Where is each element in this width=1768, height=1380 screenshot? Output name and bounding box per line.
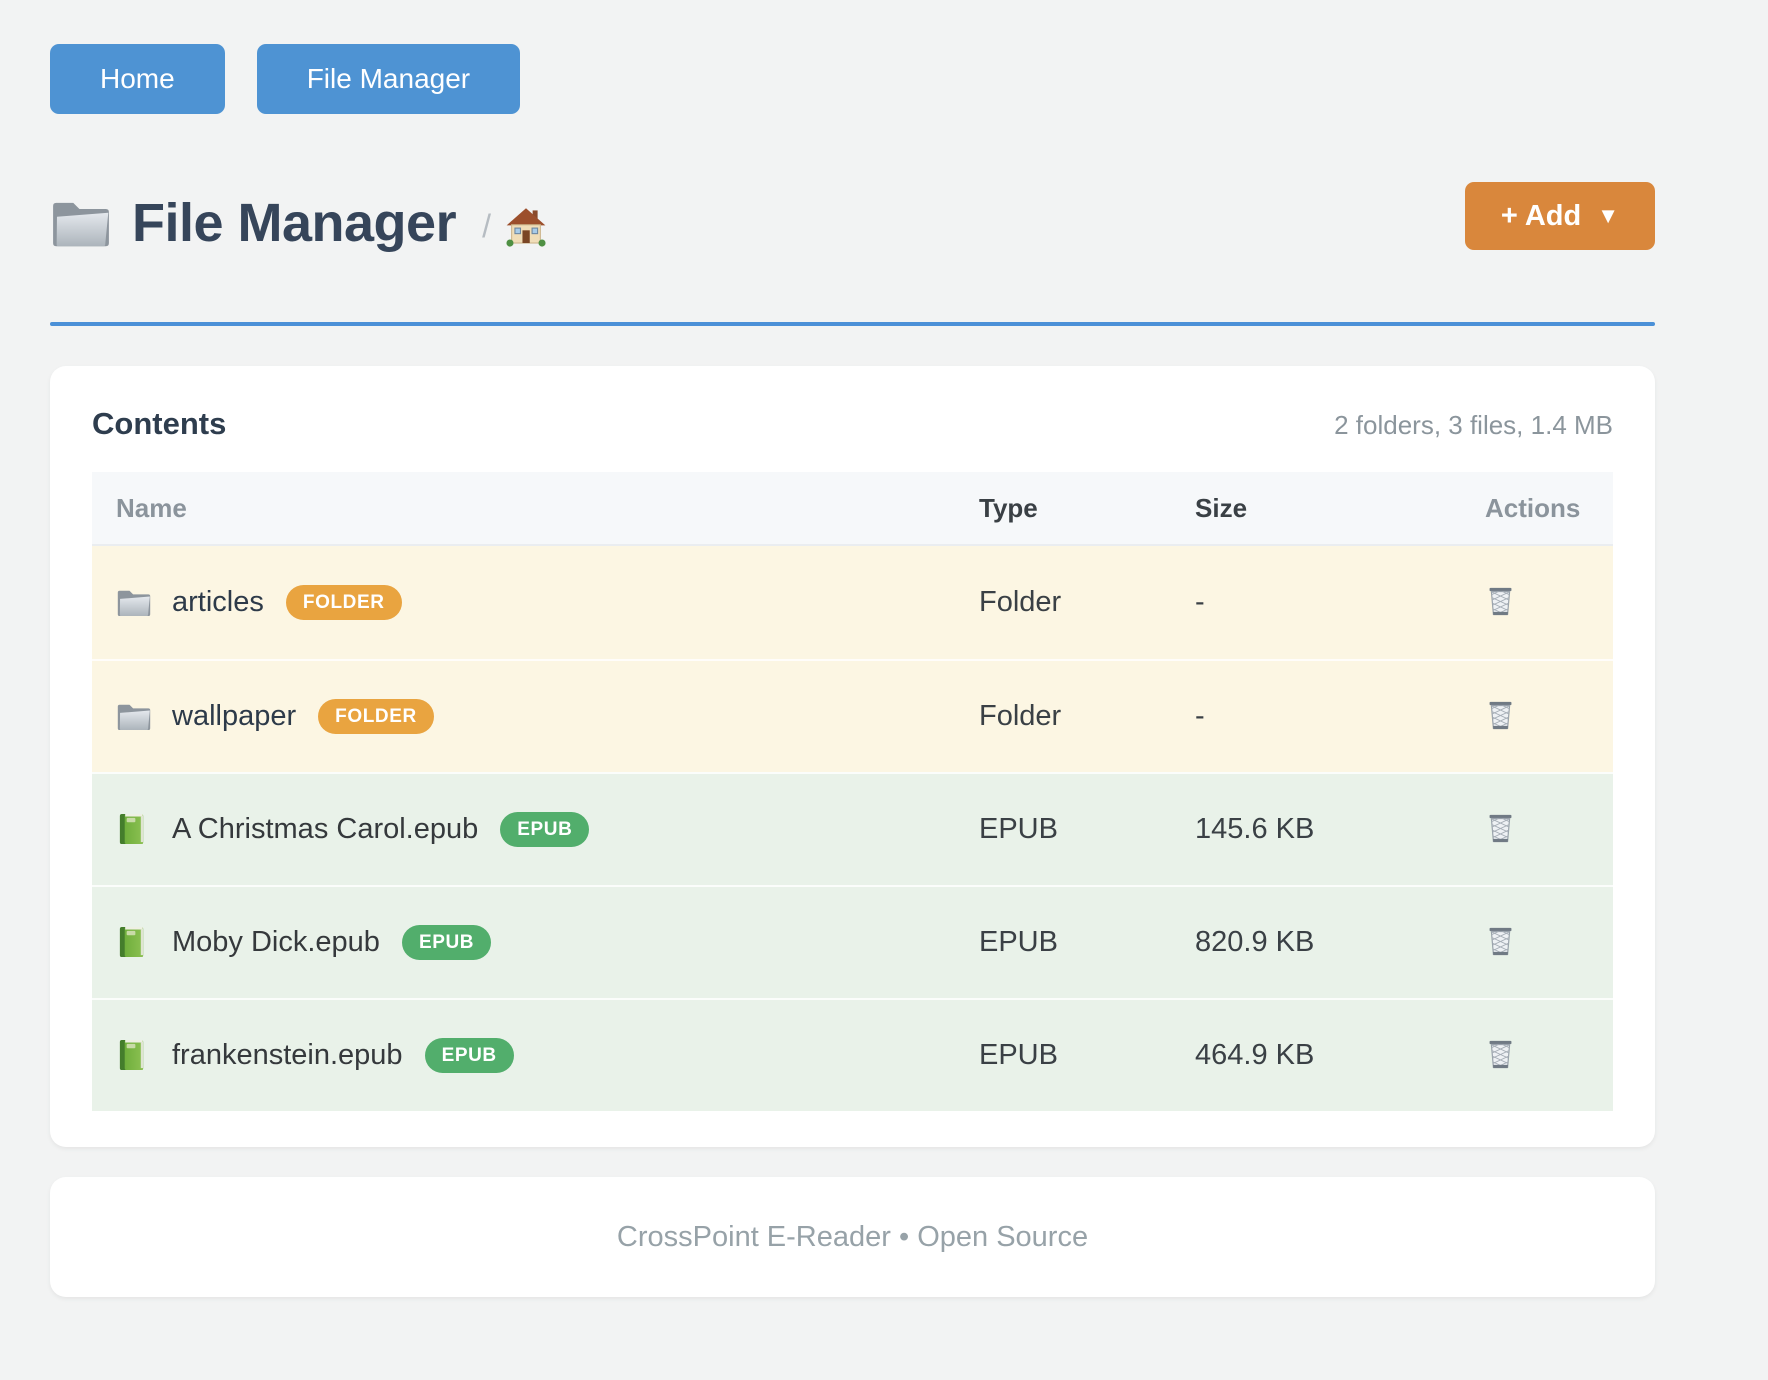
page-header: File Manager / + Add ▼	[50, 182, 1655, 254]
file-name[interactable]: A Christmas Carol.epub	[172, 813, 479, 845]
contents-heading: Contents	[92, 406, 227, 441]
file-name[interactable]: Moby Dick.epub	[172, 926, 380, 958]
type-badge: EPUB	[401, 925, 492, 960]
folder-icon	[116, 701, 152, 732]
home-button[interactable]: Home	[50, 44, 225, 114]
wastebasket-icon	[1485, 924, 1516, 962]
file-type: EPUB	[979, 1039, 1058, 1071]
breadcrumb: /	[482, 207, 491, 244]
type-badge: FOLDER	[285, 585, 402, 620]
table-row[interactable]: wallpaper FOLDER Folder -	[92, 659, 1613, 772]
column-header-name: Name	[116, 492, 187, 523]
wastebasket-icon	[1485, 584, 1516, 622]
wastebasket-icon	[1485, 698, 1516, 736]
table-row[interactable]: articles FOLDER Folder -	[92, 546, 1613, 659]
delete-button[interactable]	[1485, 584, 1516, 622]
file-size: -	[1195, 700, 1205, 732]
book-icon	[116, 925, 147, 960]
file-type: EPUB	[979, 813, 1058, 845]
footer: CrossPoint E-Reader • Open Source	[50, 1177, 1655, 1297]
delete-button[interactable]	[1485, 698, 1516, 736]
file-size: -	[1195, 586, 1205, 618]
file-name[interactable]: wallpaper	[172, 700, 297, 732]
file-size: 820.9 KB	[1195, 926, 1315, 958]
table-body: articles FOLDER Folder -	[92, 546, 1613, 1111]
delete-button[interactable]	[1485, 1037, 1516, 1075]
column-header-type: Type	[979, 492, 1038, 523]
chevron-down-icon: ▼	[1597, 203, 1619, 228]
file-manager-page: Home File Manager File Manager /	[50, 0, 1655, 1297]
header-divider	[50, 322, 1655, 326]
type-badge: EPUB	[424, 1038, 514, 1073]
wastebasket-icon	[1485, 1037, 1516, 1075]
page-title: File Manager	[132, 193, 457, 253]
table-row[interactable]: A Christmas Carol.epub EPUB EPUB 145.6 K…	[92, 772, 1613, 885]
folder-icon	[116, 587, 152, 618]
file-size: 464.9 KB	[1195, 1039, 1315, 1071]
type-badge: FOLDER	[318, 699, 434, 734]
book-icon	[116, 812, 147, 847]
book-icon	[116, 1038, 147, 1073]
wastebasket-icon	[1485, 811, 1516, 849]
file-name[interactable]: frankenstein.epub	[172, 1039, 403, 1071]
delete-button[interactable]	[1485, 924, 1516, 962]
type-badge: EPUB	[500, 812, 590, 847]
footer-text: CrossPoint E-Reader • Open Source	[616, 1220, 1089, 1253]
file-type: Folder	[979, 700, 1062, 732]
column-header-size: Size	[1195, 492, 1248, 523]
column-header-actions: Actions	[1485, 492, 1581, 523]
contents-summary: 2 folders, 3 files, 1.4 MB	[1334, 410, 1613, 440]
folder-icon	[50, 196, 112, 250]
table-header: Name Type Size Actions	[92, 472, 1613, 546]
contents-card: Contents 2 folders, 3 files, 1.4 MB Name…	[50, 366, 1655, 1147]
add-button-label: + Add	[1500, 199, 1582, 232]
file-name[interactable]: articles	[172, 586, 264, 618]
table-row[interactable]: Moby Dick.epub EPUB EPUB 820.9 KB	[92, 885, 1613, 998]
top-nav: Home File Manager	[50, 44, 1655, 114]
house-icon[interactable]	[505, 206, 547, 248]
delete-button[interactable]	[1485, 811, 1516, 849]
file-manager-button[interactable]: File Manager	[256, 44, 521, 114]
table-row[interactable]: frankenstein.epub EPUB EPUB 464.9 KB	[92, 998, 1613, 1111]
add-button[interactable]: + Add ▼	[1464, 182, 1655, 250]
file-size: 145.6 KB	[1195, 813, 1315, 845]
file-type: EPUB	[979, 926, 1058, 958]
file-type: Folder	[979, 586, 1062, 618]
